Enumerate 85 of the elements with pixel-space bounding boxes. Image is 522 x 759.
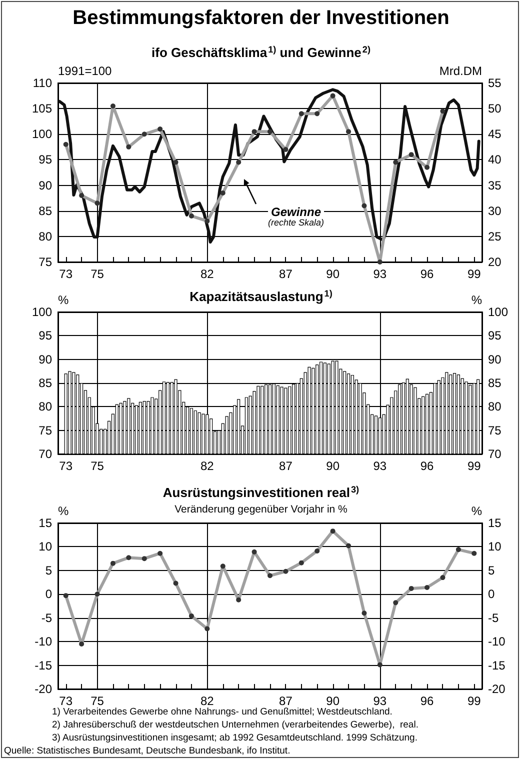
text: 3) Ausrüstungsinvestitionen insgesamt; ab 1992 Gesamtdeutschland. 1999 Schätzung. — [52, 732, 418, 744]
y2-tick-label: 85 — [488, 376, 502, 390]
y-tick-label: 75 — [38, 255, 52, 269]
x-tick-label: 73 — [59, 459, 73, 473]
x-tick-label: 96 — [420, 459, 434, 473]
y2-tick-label: 100 — [488, 305, 508, 319]
x-tick-label: 99 — [467, 694, 482, 708]
x-tick-label: 93 — [373, 459, 387, 473]
y2-tick-label: 70 — [488, 447, 502, 461]
y-tick-label: 80 — [38, 400, 52, 414]
x-tick-label: 87 — [279, 267, 293, 281]
text: Gewinne — [271, 205, 322, 219]
x-tick-label: 99 — [467, 459, 482, 473]
line-series — [58, 88, 480, 244]
y2-tick-label: 75 — [488, 423, 502, 438]
y-tick-label: -15 — [34, 658, 52, 672]
y2-tick-label: 20 — [488, 255, 502, 269]
y2-tick-label: 15 — [488, 516, 502, 530]
x-tick-label: 90 — [326, 694, 340, 708]
x-tick-label: 75 — [90, 694, 104, 708]
y2-tick-label: 25 — [488, 229, 502, 244]
chart-subtitle: Veränderung gegenüber Vorjahr in % — [174, 504, 348, 516]
y2-tick-label: 50 — [488, 102, 502, 116]
y-tick-label: 110 — [32, 76, 52, 90]
x-tick-label: 96 — [420, 694, 434, 708]
y2-tick-label: 35 — [488, 178, 502, 192]
y2-tick-label: 80 — [488, 400, 502, 414]
x-tick-label: 87 — [279, 694, 293, 708]
x-tick-label: 82 — [200, 267, 214, 281]
y2-tick-label: -5 — [488, 610, 499, 625]
y2-tick-label: 0 — [488, 587, 495, 602]
y-tick-label: 15 — [38, 516, 52, 530]
y2-tick-label: -20 — [488, 682, 506, 696]
y2-axis-title: % — [471, 293, 482, 307]
x-tick-label: 73 — [59, 267, 73, 281]
y-tick-label: 105 — [32, 102, 52, 116]
x-tick-label: 75 — [90, 459, 104, 473]
y-tick-label: -20 — [34, 682, 52, 696]
y2-axis-title: % — [471, 504, 482, 518]
x-tick-label: 93 — [373, 694, 387, 708]
y-tick-label: 85 — [38, 376, 52, 390]
y2-tick-label: 30 — [488, 204, 502, 218]
x-tick-label: 82 — [200, 459, 214, 473]
y-tick-label: 75 — [38, 423, 52, 438]
y-tick-label: 10 — [38, 540, 52, 554]
y2-tick-label: 45 — [488, 127, 502, 142]
y-axis-title: 1991=100 — [58, 64, 112, 78]
y-tick-label: 0 — [45, 587, 52, 602]
y2-tick-label: -10 — [488, 634, 506, 649]
y-tick-label: 100 — [32, 127, 52, 142]
source-note: Quelle: Statistisches Bundesamt, Deutsche Bundesbank, ifo Institut. — [4, 746, 290, 756]
y-tick-label: -10 — [34, 634, 52, 649]
y-axis-title: % — [58, 293, 69, 307]
y-tick-label: 100 — [32, 305, 52, 319]
y-tick-label: 5 — [45, 563, 52, 578]
y-tick-label: 80 — [38, 229, 52, 244]
x-tick-label: 96 — [420, 267, 434, 281]
chart-title: Bestimmungsfaktoren der Investitionen — [72, 7, 450, 29]
y-tick-label: 95 — [38, 328, 52, 343]
y2-tick-label: 90 — [488, 352, 502, 366]
x-tick-label: 90 — [326, 267, 340, 281]
y-tick-label: -5 — [41, 610, 52, 625]
y2-tick-label: 10 — [488, 540, 502, 554]
x-tick-label: 82 — [200, 694, 214, 708]
y2-axis-title: Mrd.DM — [439, 64, 482, 78]
text: 1) Verarbeitendes Gewerbe ohne Nahrungs- und Genußmittel; Westdeutschland. — [52, 706, 392, 718]
y-tick-label: 95 — [38, 152, 52, 167]
y-tick-label: 85 — [38, 204, 52, 218]
x-tick-label: 90 — [326, 459, 340, 473]
x-tick-label: 75 — [90, 267, 104, 281]
y2-tick-label: 95 — [488, 328, 502, 343]
y-tick-label: 70 — [38, 447, 52, 461]
y2-tick-label: 40 — [488, 152, 502, 167]
y-axis-title: % — [58, 504, 69, 518]
x-tick-label: 87 — [279, 459, 293, 473]
annotation: (rechte Skala) — [268, 218, 324, 228]
y2-tick-label: -15 — [488, 658, 506, 672]
y2-tick-label: 55 — [488, 76, 502, 90]
text: 2) Jahresüberschuß der westdeutschen Unternehmen (verarbeitendes Gewerbe), real. — [52, 720, 418, 730]
y-tick-label: 90 — [38, 352, 52, 366]
x-tick-label: 73 — [59, 694, 73, 708]
y-tick-label: 90 — [38, 178, 52, 192]
x-tick-label: 93 — [373, 267, 387, 281]
x-tick-label: 99 — [467, 267, 482, 281]
y2-tick-label: 5 — [488, 563, 495, 578]
